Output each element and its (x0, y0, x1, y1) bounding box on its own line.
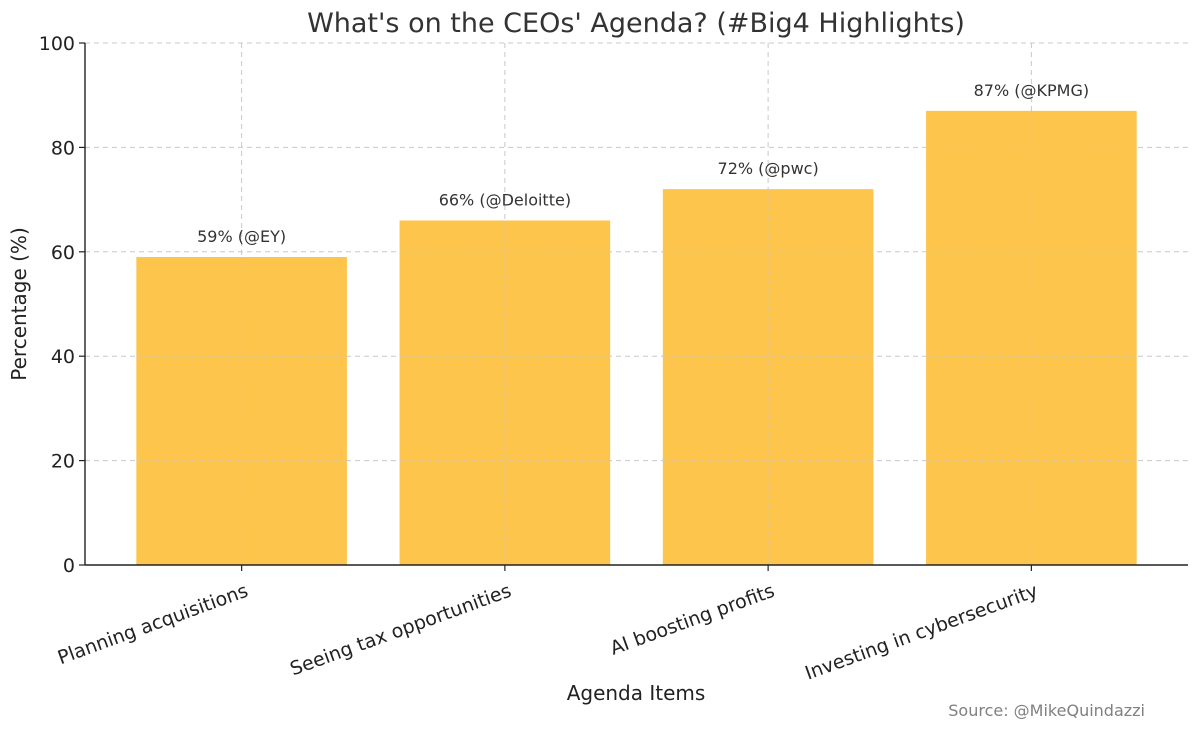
bar-data-label: 66% (@Deloitte) (439, 190, 571, 209)
y-axis-label: Percentage (%) (7, 227, 31, 380)
x-tick-label: Investing in cybersecurity (802, 580, 1041, 685)
bars (136, 110, 1137, 566)
bar-data-label: 59% (@EY) (197, 227, 286, 246)
bar-data-label: 72% (@pwc) (718, 159, 819, 178)
y-tick-label: 60 (51, 242, 75, 264)
chart-title: What's on the CEOs' Agenda? (#Big4 Highl… (307, 8, 965, 39)
y-tick-label: 100 (39, 33, 75, 55)
x-axis-label: Agenda Items (567, 681, 706, 705)
y-tick-label: 0 (63, 555, 75, 577)
y-tick-label: 40 (51, 346, 75, 368)
bar-data-label: 87% (@KPMG) (974, 81, 1089, 100)
x-ticks: Planning acquisitions Seeing tax opportun… (55, 565, 1041, 685)
source-credit: Source: @MikeQuindazzi (948, 701, 1145, 720)
y-tick-label: 20 (51, 451, 75, 473)
axes (84, 43, 1188, 566)
x-tick-label: Seeing tax opportunities (287, 580, 514, 681)
data-labels: 59% (@EY) 66% (@Deloitte) 72% (@pwc) 87% (@… (197, 81, 1089, 246)
y-ticks: 0 20 40 60 80 100 (39, 33, 85, 577)
y-tick-label: 80 (51, 137, 75, 159)
x-tick-label: AI boosting profits (607, 580, 777, 660)
x-tick-label: Planning acquisitions (55, 580, 251, 669)
